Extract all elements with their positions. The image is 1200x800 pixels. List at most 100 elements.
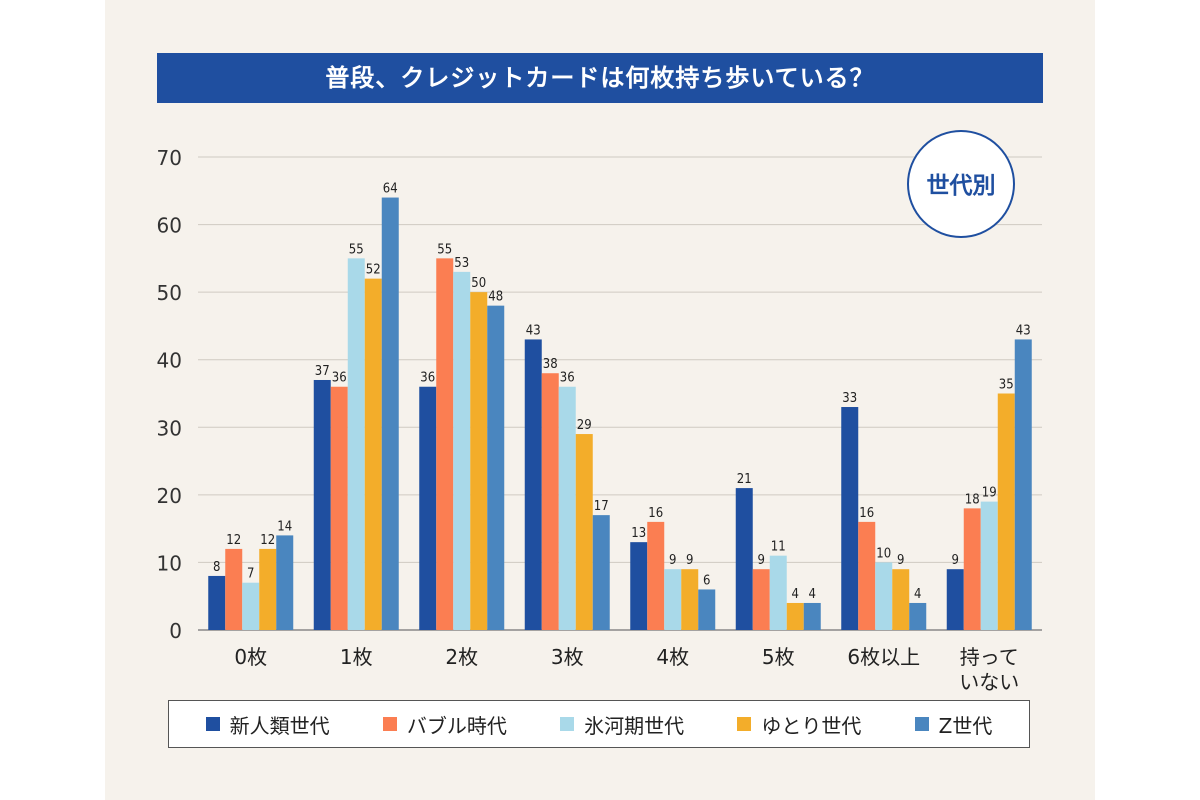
- x-tick-label: 4枚: [656, 645, 689, 669]
- legend-item: 新人類世代: [205, 710, 330, 739]
- legend-label: ゆとり世代: [761, 713, 862, 738]
- data-label: 14: [277, 519, 292, 534]
- bar: [225, 548, 243, 630]
- legend-label: Z世代: [938, 713, 993, 738]
- bar: [470, 292, 488, 630]
- data-label: 36: [560, 371, 575, 386]
- x-tick-label: 5枚: [762, 645, 795, 669]
- bar: [592, 515, 610, 630]
- x-tick-label: 3枚: [551, 645, 584, 669]
- chart-legend: 新人類世代 バブル時代 氷河期世代 ゆとり世代 Z世代: [168, 700, 1030, 748]
- bar: [681, 569, 699, 630]
- bar: [541, 373, 559, 630]
- chart-title: 普段、クレジットカードは何枚持ち歩いている？: [157, 53, 1043, 103]
- data-label: 9: [897, 553, 904, 568]
- data-label: 4: [809, 587, 816, 602]
- bar: [259, 548, 277, 630]
- data-label: 4: [914, 587, 921, 602]
- legend-swatch: [205, 717, 220, 731]
- data-label: 9: [686, 553, 693, 568]
- bar: [242, 582, 260, 630]
- legend-swatch: [560, 717, 575, 731]
- bar: [735, 488, 753, 630]
- bar: [841, 407, 859, 630]
- legend-item: 氷河期世代: [560, 710, 684, 739]
- x-tick-label: 1枚: [340, 645, 373, 669]
- bar: [364, 278, 382, 630]
- bar: [752, 569, 770, 630]
- bar: [997, 393, 1015, 630]
- bar: [769, 555, 787, 630]
- bar: [875, 562, 893, 630]
- y-tick-label: 20: [157, 484, 182, 508]
- data-label: 8: [213, 560, 220, 575]
- data-label: 19: [982, 486, 997, 501]
- bar: [946, 569, 964, 630]
- x-tick-label: 0枚: [234, 645, 267, 669]
- data-label: 64: [383, 182, 398, 197]
- legend-swatch: [737, 717, 752, 731]
- bar: [487, 305, 505, 630]
- y-tick-label: 30: [157, 416, 182, 440]
- data-label: 38: [543, 357, 558, 372]
- bar: [647, 521, 665, 630]
- bar: [347, 258, 365, 630]
- data-label: 52: [366, 263, 381, 278]
- bar: [698, 589, 716, 630]
- bar: [313, 379, 331, 630]
- bar: [963, 508, 981, 630]
- bar: [524, 339, 542, 630]
- legend-label: バブル時代: [406, 713, 507, 738]
- data-label: 53: [454, 256, 469, 271]
- data-label: 7: [247, 567, 254, 582]
- bar: [436, 258, 454, 630]
- x-tick-label: 2枚: [445, 645, 478, 669]
- bar: [330, 386, 348, 630]
- bar: [453, 271, 471, 630]
- bar: [664, 569, 682, 630]
- data-label: 43: [1016, 323, 1031, 338]
- generation-badge: 世代別: [907, 130, 1015, 238]
- data-label: 29: [577, 418, 592, 433]
- legend-swatch: [914, 717, 929, 731]
- data-label: 16: [859, 506, 874, 521]
- bar: [381, 197, 399, 631]
- data-label: 13: [631, 526, 646, 541]
- data-label: 55: [349, 242, 364, 257]
- data-label: 35: [999, 378, 1014, 393]
- bar: [276, 535, 294, 630]
- data-label: 21: [737, 472, 752, 487]
- bar: [909, 602, 927, 630]
- data-label: 17: [594, 499, 609, 514]
- legend-label: 氷河期世代: [584, 713, 685, 738]
- legend-label: 新人類世代: [229, 713, 330, 738]
- data-label: 55: [437, 242, 452, 257]
- y-tick-label: 50: [157, 281, 182, 305]
- data-label: 12: [260, 533, 275, 548]
- chart-panel: [105, 0, 1095, 800]
- legend-swatch: [382, 717, 397, 731]
- x-tick-label: 持って: [960, 645, 1019, 669]
- data-label: 12: [226, 533, 241, 548]
- bar: [575, 434, 593, 630]
- data-label: 10: [876, 546, 891, 561]
- y-tick-label: 10: [157, 551, 182, 575]
- bar: [419, 386, 437, 630]
- bar: [980, 501, 998, 630]
- bar: [630, 542, 648, 630]
- data-label: 37: [315, 364, 330, 379]
- data-label: 11: [771, 540, 786, 555]
- legend-item: Z世代: [914, 710, 993, 739]
- data-label: 9: [952, 553, 959, 568]
- data-label: 50: [471, 276, 486, 291]
- bar: [892, 569, 910, 630]
- data-label: 36: [420, 371, 435, 386]
- bar: [803, 602, 821, 630]
- bar: [208, 575, 226, 630]
- x-tick-label: いない: [959, 670, 1019, 694]
- bar: [858, 521, 876, 630]
- data-label: 9: [669, 553, 676, 568]
- legend-item: ゆとり世代: [737, 710, 861, 739]
- bar: [558, 386, 576, 630]
